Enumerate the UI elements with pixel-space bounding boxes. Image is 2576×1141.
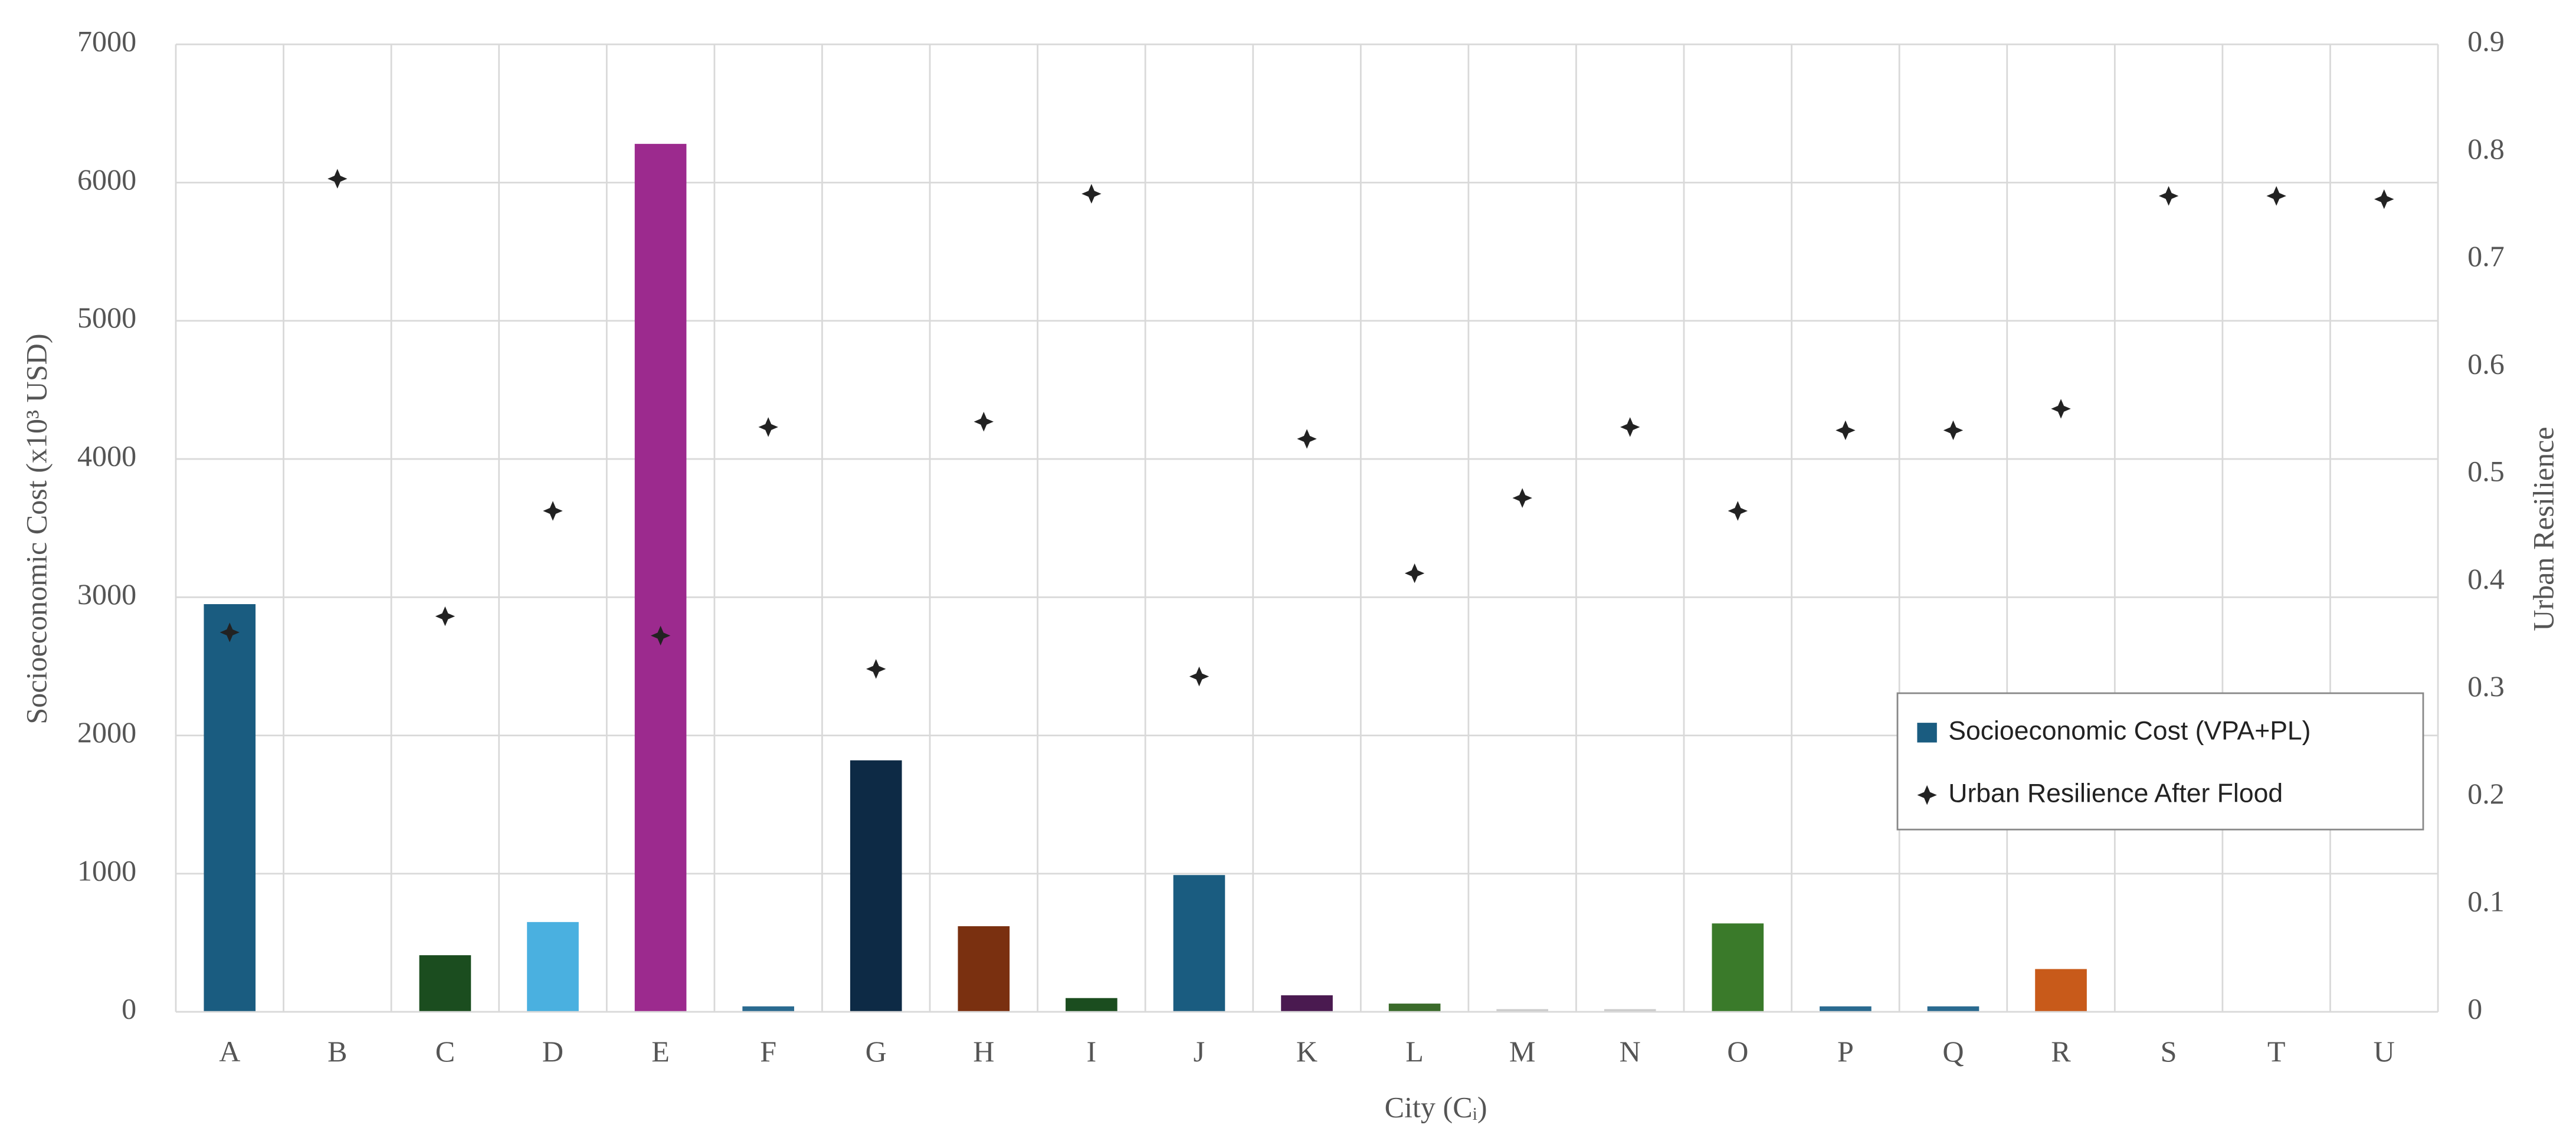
- x-tick-label: H: [973, 1035, 994, 1068]
- bar: [1604, 1009, 1656, 1012]
- marker: [2266, 186, 2286, 206]
- x-tick-label: K: [1296, 1035, 1318, 1068]
- marker: [2374, 189, 2394, 209]
- x-tick-label: R: [2051, 1035, 2071, 1068]
- marker: [1297, 429, 1317, 449]
- y2-tick-label: 0.3: [2467, 670, 2505, 703]
- bar: [634, 143, 687, 1012]
- x-tick-label: M: [1509, 1035, 1536, 1068]
- bar: [204, 604, 256, 1012]
- x-tick-label: B: [327, 1035, 347, 1068]
- bar: [1388, 1004, 1441, 1012]
- x-tick-label: T: [2267, 1035, 2286, 1068]
- legend-box: [1896, 692, 2424, 831]
- x-tick-label: S: [2161, 1035, 2177, 1068]
- y-tick-label: 6000: [77, 163, 136, 196]
- marker: [1620, 417, 1640, 437]
- x-tick-label: L: [1405, 1035, 1424, 1068]
- bar: [1281, 995, 1333, 1012]
- marker: [327, 169, 348, 189]
- bar: [527, 922, 579, 1012]
- bar: [419, 955, 471, 1012]
- y-tick-label: 3000: [77, 578, 136, 611]
- bar: [958, 926, 1010, 1012]
- x-tick-label: Q: [1942, 1035, 1964, 1068]
- marker: [435, 606, 455, 627]
- legend-swatch: [1917, 785, 1937, 805]
- x-tick-label: P: [1837, 1035, 1854, 1068]
- marker: [1404, 563, 1425, 583]
- legend-label: Urban Resilience After Flood: [1948, 779, 2283, 808]
- bar: [1712, 923, 1764, 1012]
- bar: [850, 760, 902, 1012]
- legend: Socioeconomic Cost (VPA+PL) Urban Resilie…: [1896, 692, 2424, 831]
- y-tick-label: 0: [122, 992, 136, 1025]
- bar: [1820, 1006, 1872, 1012]
- marker: [650, 625, 671, 646]
- x-tick-label: U: [2374, 1035, 2395, 1068]
- marker: [2051, 399, 2071, 419]
- y-tick-label: 2000: [77, 716, 136, 749]
- x-tick-label: I: [1087, 1035, 1097, 1068]
- x-axis-label: City (Cᵢ): [1385, 1091, 1487, 1124]
- y-tick-label: 4000: [77, 440, 136, 473]
- marker: [219, 622, 240, 642]
- bar: [1173, 875, 1225, 1012]
- legend-swatch: [1917, 723, 1937, 743]
- bar: [1066, 998, 1117, 1012]
- y2-axis-label: Urban Resilience: [2526, 427, 2559, 631]
- marker: [1081, 183, 1102, 204]
- y-tick-label: 7000: [77, 25, 136, 58]
- bar: [1927, 1006, 1979, 1012]
- marker: [1728, 501, 1748, 521]
- y2-tick-label: 0.5: [2467, 455, 2505, 488]
- y2-tick-label: 0.9: [2467, 25, 2505, 58]
- marker: [758, 417, 778, 437]
- x-tick-label: G: [866, 1035, 887, 1068]
- bar: [1496, 1009, 1548, 1012]
- marker: [1512, 488, 1532, 508]
- y2-tick-label: 0.1: [2467, 884, 2505, 917]
- marker: [1943, 420, 1964, 441]
- x-tick-label: E: [651, 1035, 670, 1068]
- y2-tick-label: 0.4: [2467, 562, 2505, 595]
- x-tick-label: A: [219, 1035, 240, 1068]
- x-tick-label: O: [1727, 1035, 1748, 1068]
- marker: [1189, 666, 1210, 687]
- bar: [2035, 969, 2087, 1012]
- x-tick-label: N: [1620, 1035, 1641, 1068]
- marker: [2158, 186, 2179, 206]
- y2-tick-label: 0.8: [2467, 132, 2505, 165]
- legend-label: Socioeconomic Cost (VPA+PL): [1948, 717, 2310, 746]
- marker: [1836, 420, 1856, 441]
- bar: [742, 1006, 794, 1012]
- y2-tick-label: 0.7: [2467, 240, 2505, 273]
- x-tick-label: C: [435, 1035, 455, 1068]
- y2-tick-label: 0: [2467, 992, 2482, 1025]
- y-tick-label: 1000: [77, 854, 136, 887]
- x-tick-label: F: [760, 1035, 776, 1068]
- x-tick-label: D: [542, 1035, 563, 1068]
- y2-tick-label: 0.2: [2467, 777, 2505, 810]
- y-axis-label: Socioeconomic Cost (x10³ USD): [19, 333, 53, 724]
- marker: [543, 501, 563, 521]
- x-tick-label: J: [1194, 1035, 1205, 1068]
- marker: [866, 659, 886, 679]
- y-tick-label: 5000: [77, 301, 136, 334]
- marker: [974, 412, 994, 432]
- y2-tick-label: 0.6: [2467, 347, 2505, 380]
